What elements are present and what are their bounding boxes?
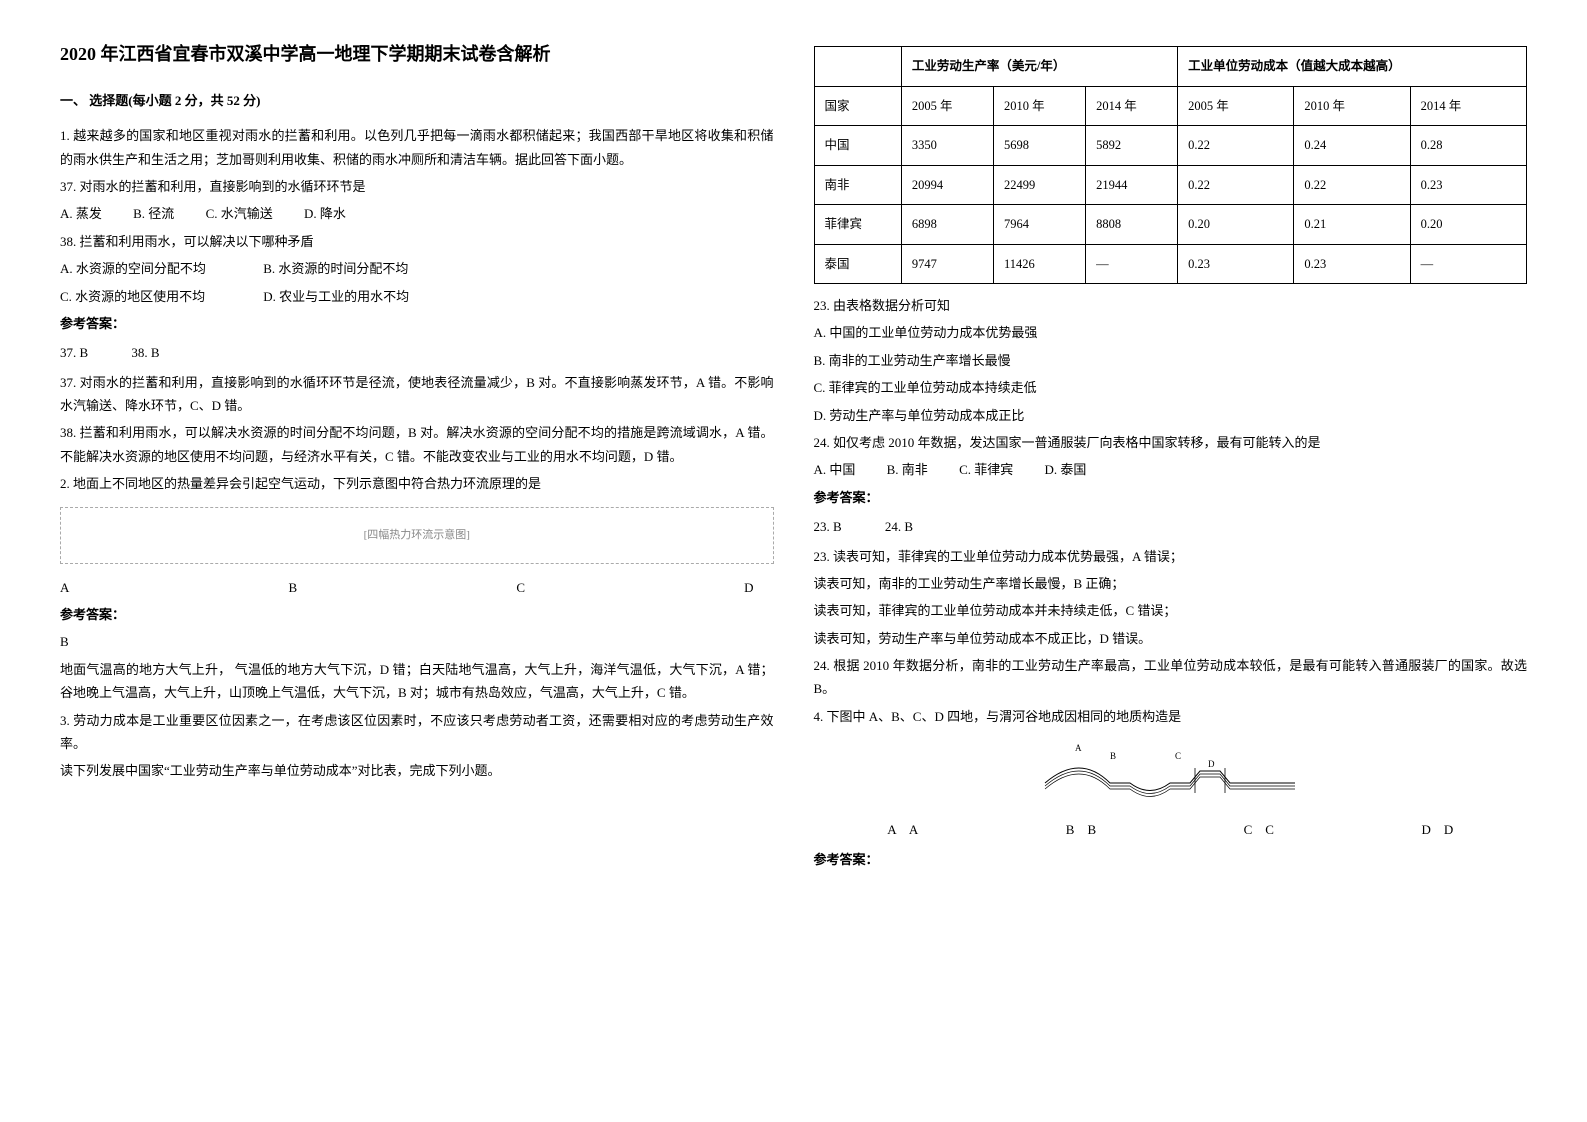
answer-label: 参考答案： — [814, 848, 1528, 871]
exp23-c: 读表可知，菲律宾的工业单位劳动成本并未持续走低，C 错误； — [814, 599, 1528, 622]
q2-answer: B — [60, 630, 774, 653]
q23-24-answers: 23. B 24. B — [814, 515, 1528, 538]
answer-label: 参考答案： — [60, 312, 774, 335]
col-2005b: 2005 年 — [1178, 86, 1294, 126]
right-column: 工业劳动生产率（美元/年） 工业单位劳动成本（值越大成本越高） 国家 2005 … — [814, 40, 1528, 875]
section-heading: 一、 选择题(每小题 2 分，共 52 分) — [60, 89, 774, 112]
answer-label: 参考答案： — [60, 603, 774, 626]
q37-opt-a: A. 蒸发 — [60, 202, 102, 225]
q4-options: A A B B C C D D — [814, 818, 1528, 841]
q23-opt-d: D. 劳动生产率与单位劳动成本成正比 — [814, 404, 1528, 427]
svg-text:A: A — [1075, 743, 1082, 753]
table-row: 泰国 9747 11426 — 0.23 0.23 — — [814, 244, 1527, 284]
q24-options: A. 中国 B. 南非 C. 菲律宾 D. 泰国 — [814, 458, 1528, 481]
table-header-group: 工业劳动生产率（美元/年） 工业单位劳动成本（值越大成本越高） — [814, 47, 1527, 87]
q24-stem: 24. 如仅考虑 2010 年数据，发达国家一普通服装厂向表格中国家转移，最有可… — [814, 431, 1528, 454]
q2-diagram: [四幅热力环流示意图] — [60, 506, 774, 566]
q4-stem: 4. 下图中 A、B、C、D 四地，与渭河谷地成因相同的地质构造是 — [814, 705, 1528, 728]
q37-opt-b: B. 径流 — [133, 202, 174, 225]
exp24: 24. 根据 2010 年数据分析，南非的工业劳动生产率最高，工业单位劳动成本较… — [814, 654, 1528, 701]
col-2014b: 2014 年 — [1410, 86, 1526, 126]
q24-opt-b: B. 南非 — [887, 458, 928, 481]
q24-opt-d: D. 泰国 — [1044, 458, 1086, 481]
header-productivity: 工业劳动生产率（美元/年） — [901, 47, 1177, 87]
ans-37: 37. B — [60, 345, 88, 360]
header-laborcost: 工业单位劳动成本（值越大成本越高） — [1178, 47, 1527, 87]
q4-diagram: A B C D — [814, 738, 1528, 808]
q38-stem: 38. 拦蓄和利用雨水，可以解决以下哪种矛盾 — [60, 230, 774, 253]
q37-opt-c: C. 水汽输送 — [206, 202, 273, 225]
q37-options: A. 蒸发 B. 径流 C. 水汽输送 D. 降水 — [60, 202, 774, 225]
q2-opt-b: B — [289, 576, 298, 599]
q38-opt-c: C. 水资源的地区使用不均 D. 农业与工业的用水不均 — [60, 285, 774, 308]
table-blank-header — [814, 47, 901, 87]
q2-opt-a: A — [60, 576, 69, 599]
col-2010b: 2010 年 — [1294, 86, 1410, 126]
diagram-placeholder-box: [四幅热力环流示意图] — [60, 507, 774, 564]
q37-opt-d: D. 降水 — [304, 202, 346, 225]
document-title: 2020 年江西省宜春市双溪中学高一地理下学期期末试卷含解析 — [60, 40, 774, 69]
svg-text:B: B — [1110, 751, 1116, 761]
q4-opt-d: D D — [1421, 818, 1453, 841]
ans-24: 24. B — [885, 519, 913, 534]
col-country: 国家 — [814, 86, 901, 126]
col-2010a: 2010 年 — [993, 86, 1085, 126]
exp23-a: 23. 读表可知，菲律宾的工业单位劳动力成本优势最强，A 错误； — [814, 545, 1528, 568]
table-row: 菲律宾 6898 7964 8808 0.20 0.21 0.20 — [814, 205, 1527, 245]
exp-37: 37. 对雨水的拦蓄和利用，直接影响到的水循环环节是径流，使地表径流量减少，B … — [60, 371, 774, 418]
q2-options: A B C D — [60, 576, 774, 599]
q2-stem: 2. 地面上不同地区的热量差异会引起空气运动，下列示意图中符合热力环流原理的是 — [60, 472, 774, 495]
q23-opt-b: B. 南非的工业劳动生产率增长最慢 — [814, 349, 1528, 372]
q4-opt-c: C C — [1244, 818, 1274, 841]
q24-opt-c: C. 菲律宾 — [959, 458, 1013, 481]
table-row: 中国 3350 5698 5892 0.22 0.24 0.28 — [814, 126, 1527, 166]
ans-38: 38. B — [131, 345, 159, 360]
q4-opt-b: B B — [1066, 818, 1096, 841]
q3-stem: 3. 劳动力成本是工业重要区位因素之一，在考虑该区位因素时，不应该只考虑劳动者工… — [60, 709, 774, 756]
ans-23: 23. B — [814, 519, 842, 534]
q4-opt-a: A A — [887, 818, 918, 841]
q38-opt-a: A. 水资源的空间分配不均 B. 水资源的时间分配不均 — [60, 257, 774, 280]
svg-text:C: C — [1175, 751, 1181, 761]
q24-opt-a: A. 中国 — [814, 458, 856, 481]
q1-intro: 1. 越来越多的国家和地区重视对雨水的拦蓄和利用。以色列几乎把每一滴雨水都积储起… — [60, 124, 774, 171]
q2-explanation: 地面气温高的地方大气上升， 气温低的地方大气下沉，D 错；白天陆地气温高，大气上… — [60, 658, 774, 705]
svg-text:D: D — [1208, 759, 1215, 769]
table-row: 南非 20994 22499 21944 0.22 0.22 0.23 — [814, 165, 1527, 205]
q23-opt-c: C. 菲律宾的工业单位劳动成本持续走低 — [814, 376, 1528, 399]
q3-lead: 读下列发展中国家“工业劳动生产率与单位劳动成本”对比表，完成下列小题。 — [60, 759, 774, 782]
geology-diagram-icon: A B C D — [1040, 743, 1300, 803]
data-table: 工业劳动生产率（美元/年） 工业单位劳动成本（值越大成本越高） 国家 2005 … — [814, 46, 1528, 284]
col-2005a: 2005 年 — [901, 86, 993, 126]
answer-label: 参考答案： — [814, 486, 1528, 509]
exp23-b: 读表可知，南非的工业劳动生产率增长最慢，B 正确； — [814, 572, 1528, 595]
left-column: 2020 年江西省宜春市双溪中学高一地理下学期期末试卷含解析 一、 选择题(每小… — [60, 40, 774, 875]
q2-opt-c: C — [516, 576, 525, 599]
q37-stem: 37. 对雨水的拦蓄和利用，直接影响到的水循环环节是 — [60, 175, 774, 198]
q2-opt-d: D — [744, 576, 753, 599]
q23-stem: 23. 由表格数据分析可知 — [814, 294, 1528, 317]
col-2014a: 2014 年 — [1086, 86, 1178, 126]
table-col-header: 国家 2005 年 2010 年 2014 年 2005 年 2010 年 20… — [814, 86, 1527, 126]
exp-38: 38. 拦蓄和利用雨水，可以解决水资源的时间分配不均问题，B 对。解决水资源的空… — [60, 421, 774, 468]
q1-answers: 37. B 38. B — [60, 341, 774, 364]
exp23-d: 读表可知，劳动生产率与单位劳动成本不成正比，D 错误。 — [814, 627, 1528, 650]
q23-opt-a: A. 中国的工业单位劳动力成本优势最强 — [814, 321, 1528, 344]
